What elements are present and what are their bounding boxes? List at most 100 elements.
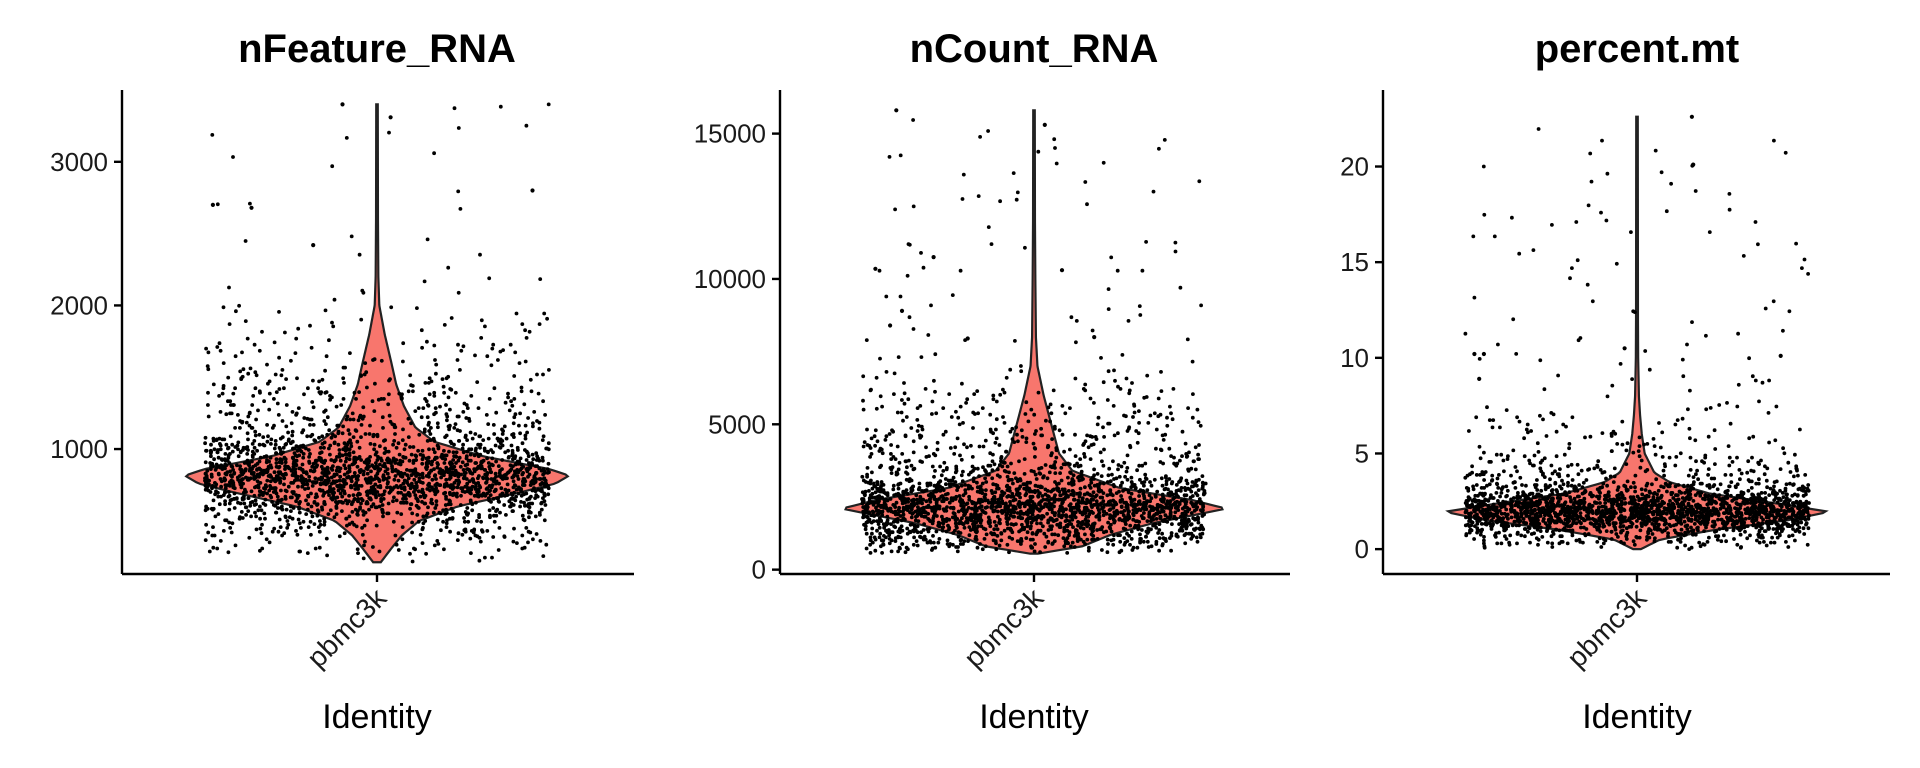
data-point	[888, 497, 893, 501]
data-point	[961, 421, 965, 425]
data-point	[1128, 495, 1133, 500]
data-point	[523, 436, 528, 441]
data-point	[910, 485, 915, 490]
data-point	[541, 472, 545, 477]
data-point	[1160, 531, 1164, 536]
data-point	[425, 237, 430, 242]
data-point	[1004, 513, 1009, 518]
data-point	[455, 358, 460, 362]
data-point	[505, 476, 509, 481]
data-point	[275, 494, 280, 499]
data-point	[287, 437, 291, 442]
data-point	[400, 438, 405, 442]
data-point	[284, 442, 289, 446]
data-point	[926, 333, 931, 337]
data-point	[1147, 493, 1152, 498]
data-point	[909, 426, 914, 430]
data-point	[1169, 504, 1173, 509]
data-point	[253, 498, 258, 503]
data-point	[518, 411, 522, 416]
data-point	[418, 532, 423, 537]
data-point	[406, 416, 411, 421]
data-point	[1097, 511, 1102, 515]
data-point	[1065, 536, 1070, 540]
data-point	[432, 450, 437, 455]
data-point	[368, 455, 372, 459]
data-point	[221, 529, 226, 533]
data-point	[1098, 495, 1103, 500]
data-point	[491, 423, 496, 427]
data-point	[1033, 472, 1038, 477]
data-point	[1043, 545, 1048, 549]
data-point	[1668, 499, 1672, 503]
data-point	[1173, 240, 1178, 245]
data-point	[1094, 437, 1099, 441]
data-point	[300, 430, 304, 435]
data-point	[342, 482, 347, 487]
data-point	[432, 474, 437, 478]
data-point	[486, 436, 491, 441]
data-point	[1128, 443, 1132, 448]
data-point	[259, 508, 264, 513]
data-point	[1083, 180, 1088, 184]
data-point	[428, 432, 433, 436]
data-point	[428, 438, 433, 442]
data-point	[383, 446, 387, 451]
data-point	[951, 475, 956, 480]
data-point	[372, 447, 376, 452]
data-point	[947, 392, 952, 396]
data-point	[1011, 498, 1016, 503]
data-point	[1145, 539, 1150, 544]
data-point	[245, 476, 250, 481]
data-point	[509, 443, 514, 448]
data-point	[1023, 493, 1028, 498]
data-point	[397, 452, 402, 457]
data-point	[343, 466, 348, 471]
data-point	[334, 512, 339, 516]
data-point	[465, 438, 469, 442]
data-point	[435, 455, 439, 460]
data-point	[426, 423, 431, 427]
data-point	[905, 465, 909, 470]
data-point	[269, 437, 274, 442]
data-point	[406, 435, 411, 439]
data-point	[376, 468, 381, 473]
data-point	[1086, 519, 1091, 523]
data-point	[343, 448, 348, 453]
data-point	[1116, 467, 1120, 472]
data-point	[282, 476, 286, 481]
data-point	[1176, 494, 1180, 499]
data-point	[323, 472, 328, 477]
data-point	[1130, 548, 1135, 552]
data-point	[432, 151, 436, 156]
data-point	[1006, 494, 1011, 498]
data-point	[1011, 481, 1015, 486]
data-point	[1066, 541, 1070, 546]
data-point	[355, 513, 360, 517]
data-point	[867, 517, 872, 522]
data-point	[420, 541, 425, 545]
data-point	[989, 489, 994, 493]
data-point	[284, 472, 288, 477]
data-point	[545, 467, 550, 471]
data-point	[975, 389, 980, 393]
data-point	[1123, 522, 1128, 526]
data-point	[903, 433, 908, 438]
data-point	[475, 519, 479, 523]
data-point	[1142, 507, 1147, 512]
data-point	[1678, 451, 1683, 456]
data-point	[928, 539, 932, 543]
data-point	[476, 481, 481, 485]
y-tick-label: 15000	[694, 119, 766, 149]
data-point	[1045, 511, 1049, 516]
data-point	[1055, 522, 1060, 527]
data-point	[1169, 548, 1173, 553]
data-point	[1106, 287, 1111, 291]
data-point	[1067, 533, 1071, 538]
data-point	[884, 294, 889, 299]
data-point	[399, 490, 403, 495]
data-point	[412, 477, 417, 482]
data-point	[230, 442, 235, 447]
data-point	[528, 530, 533, 535]
